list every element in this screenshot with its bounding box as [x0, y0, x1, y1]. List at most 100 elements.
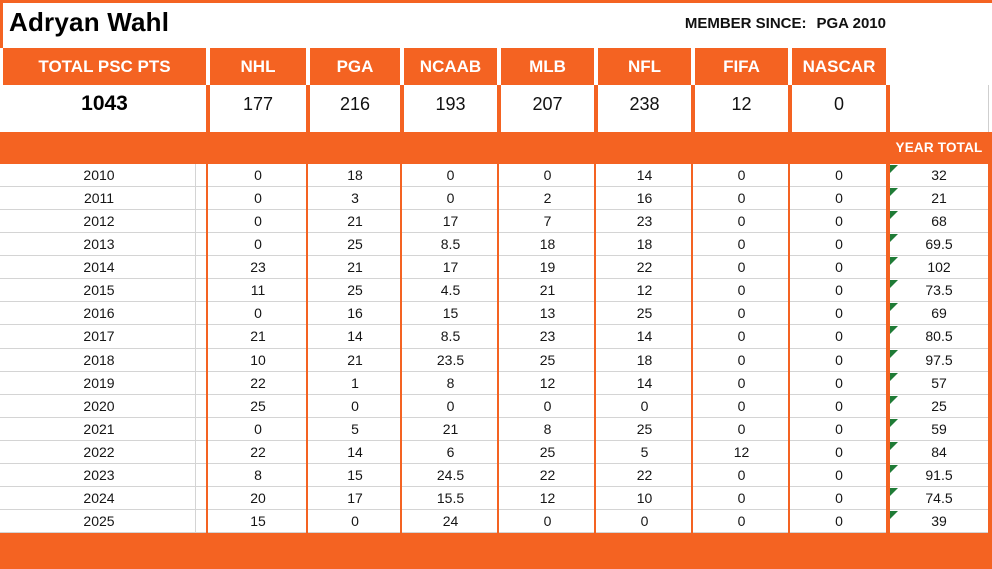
cell-2014-ncaab[interactable]: 17	[442, 259, 459, 276]
year-cell[interactable]: 2012	[83, 213, 115, 230]
cell-2025-ncaab[interactable]: 24	[442, 512, 459, 529]
cell-2016-nhl[interactable]: 0	[254, 305, 262, 322]
cell-2015-ncaab[interactable]: 4.5	[440, 282, 461, 299]
cell-2010-fifa[interactable]: 0	[737, 167, 746, 183]
cell-2021-nhl[interactable]: 0	[254, 420, 262, 437]
year-cell[interactable]: 2018	[83, 351, 115, 368]
cell-2010-nfl[interactable]: 14	[636, 167, 653, 183]
cell-2019-nascar[interactable]: 0	[835, 374, 843, 391]
year-total-cell[interactable]: 74.5	[925, 489, 953, 506]
cell-2012-mlb[interactable]: 7	[543, 213, 552, 230]
cell-2015-mlb[interactable]: 21	[539, 282, 556, 299]
cell-2012-pga[interactable]: 21	[347, 213, 363, 230]
cell-2021-nascar[interactable]: 0	[835, 420, 843, 437]
total-ncaab[interactable]: 193	[435, 94, 466, 114]
cell-2018-mlb[interactable]: 25	[539, 351, 556, 368]
cell-2018-nascar[interactable]: 0	[835, 351, 843, 368]
header-pga[interactable]: PGA	[310, 48, 400, 85]
cell-2011-mlb[interactable]: 2	[543, 190, 552, 207]
cell-2017-nascar[interactable]: 0	[835, 328, 843, 345]
cell-2014-nascar[interactable]: 0	[835, 259, 843, 276]
cell-2022-nascar[interactable]: 0	[835, 443, 843, 460]
header-nascar[interactable]: NASCAR	[792, 48, 886, 85]
cell-2011-fifa[interactable]: 0	[737, 190, 746, 207]
cell-2019-pga[interactable]: 1	[351, 374, 359, 391]
year-total-cell[interactable]: 97.5	[925, 351, 953, 368]
cell-2024-mlb[interactable]: 12	[539, 489, 556, 506]
total-fifa[interactable]: 12	[731, 94, 752, 114]
cell-2025-pga[interactable]: 0	[351, 512, 359, 529]
cell-2013-nascar[interactable]: 0	[835, 236, 843, 253]
cell-2016-nfl[interactable]: 25	[636, 305, 653, 322]
year-cell[interactable]: 2010	[83, 167, 115, 183]
cell-2020-nhl[interactable]: 25	[250, 397, 266, 414]
year-cell[interactable]: 2017	[83, 328, 115, 345]
cell-2014-nfl[interactable]: 22	[636, 259, 653, 276]
cell-2015-pga[interactable]: 25	[347, 282, 363, 299]
cell-2013-fifa[interactable]: 0	[737, 236, 746, 253]
year-cell[interactable]: 2011	[83, 190, 115, 207]
cell-2011-ncaab[interactable]: 0	[446, 190, 455, 207]
cell-2018-nhl[interactable]: 10	[250, 351, 266, 368]
year-total-cell[interactable]: 68	[931, 213, 947, 230]
year-total-cell[interactable]: 57	[931, 374, 947, 391]
cell-2021-pga[interactable]: 5	[351, 420, 359, 437]
cell-2018-nfl[interactable]: 18	[636, 351, 653, 368]
year-cell[interactable]: 2024	[83, 489, 115, 506]
year-total-cell[interactable]: 73.5	[925, 282, 953, 299]
cell-2023-mlb[interactable]: 22	[539, 466, 556, 483]
cell-2012-nascar[interactable]: 0	[835, 213, 843, 230]
cell-2017-nhl[interactable]: 21	[250, 328, 266, 345]
year-total-cell[interactable]: 80.5	[925, 328, 953, 345]
cell-2020-mlb[interactable]: 0	[543, 397, 552, 414]
header-total-psc-pts[interactable]: TOTAL PSC PTS	[3, 48, 206, 85]
cell-2022-fifa[interactable]: 12	[733, 443, 750, 460]
cell-2016-ncaab[interactable]: 15	[442, 305, 459, 322]
cell-2025-nhl[interactable]: 15	[250, 512, 266, 529]
cell-2012-fifa[interactable]: 0	[737, 213, 746, 230]
cell-2011-nhl[interactable]: 0	[254, 190, 262, 207]
cell-2019-mlb[interactable]: 12	[539, 374, 556, 391]
cell-2023-nfl[interactable]: 22	[636, 466, 653, 483]
cell-2015-nhl[interactable]: 11	[250, 282, 266, 299]
header-nfl[interactable]: NFL	[598, 48, 691, 85]
cell-2018-pga[interactable]: 21	[347, 351, 363, 368]
cell-2017-pga[interactable]: 14	[347, 328, 363, 345]
cell-2014-pga[interactable]: 21	[347, 259, 363, 276]
cell-2020-nascar[interactable]: 0	[835, 397, 843, 414]
total-nascar[interactable]: 0	[833, 94, 844, 114]
header-mlb[interactable]: MLB	[501, 48, 594, 85]
header-nhl[interactable]: NHL	[210, 48, 306, 85]
cell-2025-mlb[interactable]: 0	[543, 512, 552, 529]
year-cell[interactable]: 2016	[83, 305, 115, 322]
year-total-cell[interactable]: 84	[931, 443, 947, 460]
cell-2022-mlb[interactable]: 25	[539, 443, 556, 460]
cell-2024-ncaab[interactable]: 15.5	[436, 489, 465, 506]
cell-2016-nascar[interactable]: 0	[835, 305, 843, 322]
cell-2010-nascar[interactable]: 0	[835, 167, 843, 183]
cell-2018-ncaab[interactable]: 23.5	[436, 351, 465, 368]
year-total-cell[interactable]: 59	[931, 420, 947, 437]
cell-2022-nhl[interactable]: 22	[250, 443, 266, 460]
cell-2021-mlb[interactable]: 8	[543, 420, 552, 437]
cell-2021-nfl[interactable]: 25	[636, 420, 653, 437]
cell-2020-fifa[interactable]: 0	[737, 397, 746, 414]
cell-2011-nfl[interactable]: 16	[636, 190, 653, 207]
cell-2023-fifa[interactable]: 0	[737, 466, 746, 483]
cell-2012-nfl[interactable]: 23	[636, 213, 653, 230]
total-mlb[interactable]: 207	[532, 94, 563, 114]
cell-2017-ncaab[interactable]: 8.5	[440, 328, 461, 345]
cell-2025-nfl[interactable]: 0	[640, 512, 649, 529]
cell-2017-mlb[interactable]: 23	[539, 328, 556, 345]
cell-2023-nascar[interactable]: 0	[835, 466, 843, 483]
year-cell[interactable]: 2019	[83, 374, 115, 391]
year-total-cell[interactable]: 21	[931, 190, 947, 207]
cell-2019-nfl[interactable]: 14	[636, 374, 653, 391]
cell-2019-fifa[interactable]: 0	[737, 374, 746, 391]
cell-2024-nascar[interactable]: 0	[835, 489, 843, 506]
cell-2010-mlb[interactable]: 0	[543, 167, 552, 183]
cell-2010-pga[interactable]: 18	[347, 167, 363, 183]
cell-2018-fifa[interactable]: 0	[737, 351, 746, 368]
total-nhl[interactable]: 177	[242, 94, 274, 114]
cell-2012-nhl[interactable]: 0	[254, 213, 262, 230]
